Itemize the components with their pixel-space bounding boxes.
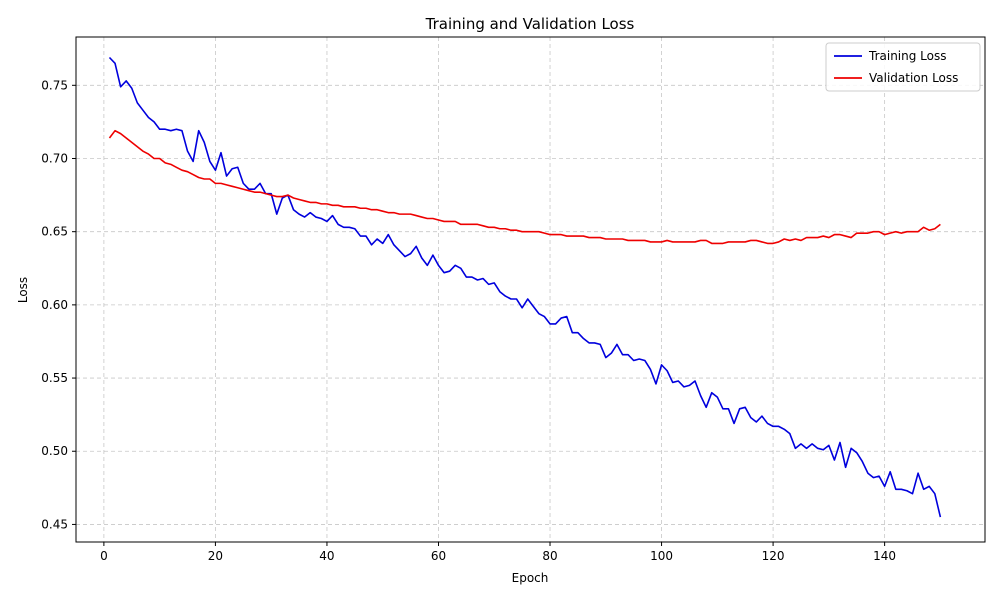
legend-entry: Training Loss bbox=[868, 49, 946, 63]
y-tick-label: 0.50 bbox=[41, 444, 68, 458]
x-axis-label: Epoch bbox=[512, 571, 549, 585]
x-tick-label: 80 bbox=[542, 549, 557, 563]
x-tick-label: 100 bbox=[650, 549, 673, 563]
legend-entry: Validation Loss bbox=[869, 71, 958, 85]
y-tick-label: 0.55 bbox=[41, 371, 68, 385]
y-axis-label: Loss bbox=[16, 277, 30, 303]
series-line-validation-loss bbox=[108, 129, 941, 245]
x-tick-label: 140 bbox=[873, 549, 896, 563]
axis-ticks: 0 20 40 60 80 100 120 140 0.45 0.50 0.55 0.60 0.65 0.… bbox=[41, 78, 896, 563]
x-tick-label: 20 bbox=[208, 549, 223, 563]
chart-title: Training and Validation Loss bbox=[425, 15, 635, 33]
x-tick-label: 120 bbox=[762, 549, 785, 563]
plot-frame bbox=[75, 36, 986, 543]
x-tick-label: 60 bbox=[431, 549, 446, 563]
series-lines bbox=[108, 56, 942, 518]
legend: Training Loss Validation Loss bbox=[825, 42, 981, 92]
y-tick-label: 0.75 bbox=[41, 78, 68, 92]
y-tick-label: 0.60 bbox=[41, 298, 68, 312]
y-tick-label: 0.70 bbox=[41, 151, 68, 165]
x-tick-label: 40 bbox=[319, 549, 334, 563]
y-tick-label: 0.45 bbox=[41, 517, 68, 531]
legend-box bbox=[825, 42, 981, 92]
y-tick-label: 0.65 bbox=[41, 225, 68, 239]
x-tick-label: 0 bbox=[100, 549, 108, 563]
series-line-training-loss bbox=[108, 56, 942, 518]
